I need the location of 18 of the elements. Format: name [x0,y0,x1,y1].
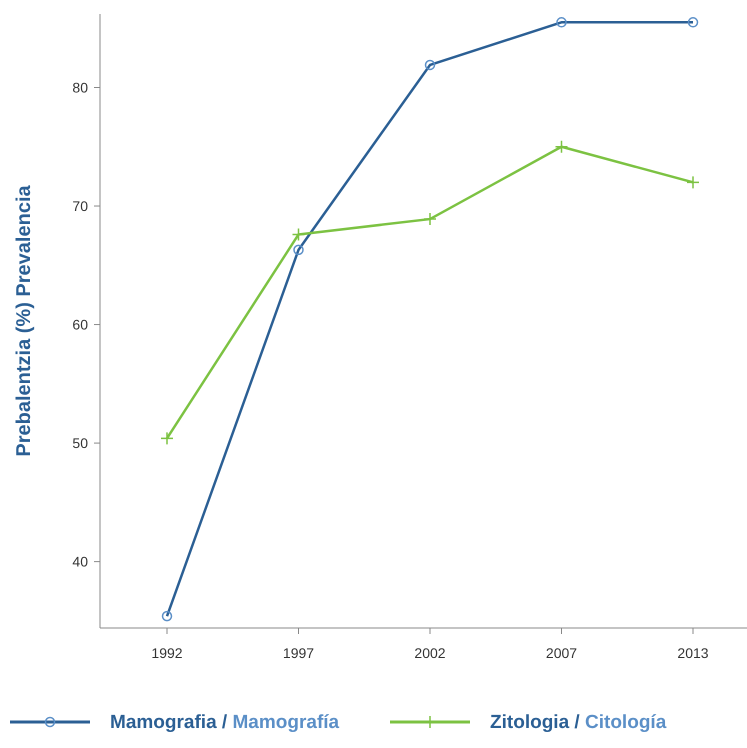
legend-label: Mamografia / Mamografía [110,712,340,733]
point [554,140,568,154]
legend-label: Zitologia / Citología [490,712,667,733]
x-tick-label: 2007 [546,645,578,661]
point [423,212,437,226]
x-tick-label: 1997 [282,645,314,661]
y-tick-label: 80 [72,79,88,96]
y-tick-label: 70 [72,198,88,214]
y-tick-label: 60 [72,316,88,332]
point [686,176,700,190]
point [160,432,174,446]
x-tick-label: 2013 [677,645,709,661]
y-tick-label: 40 [72,554,88,570]
y-tick-label: 50 [72,434,88,451]
y-axis-title: Prebalentzia (%) Prevalencia [13,184,35,457]
point [292,228,306,242]
x-tick-label: 1992 [151,645,183,661]
x-tick-label: 2002 [414,645,446,661]
